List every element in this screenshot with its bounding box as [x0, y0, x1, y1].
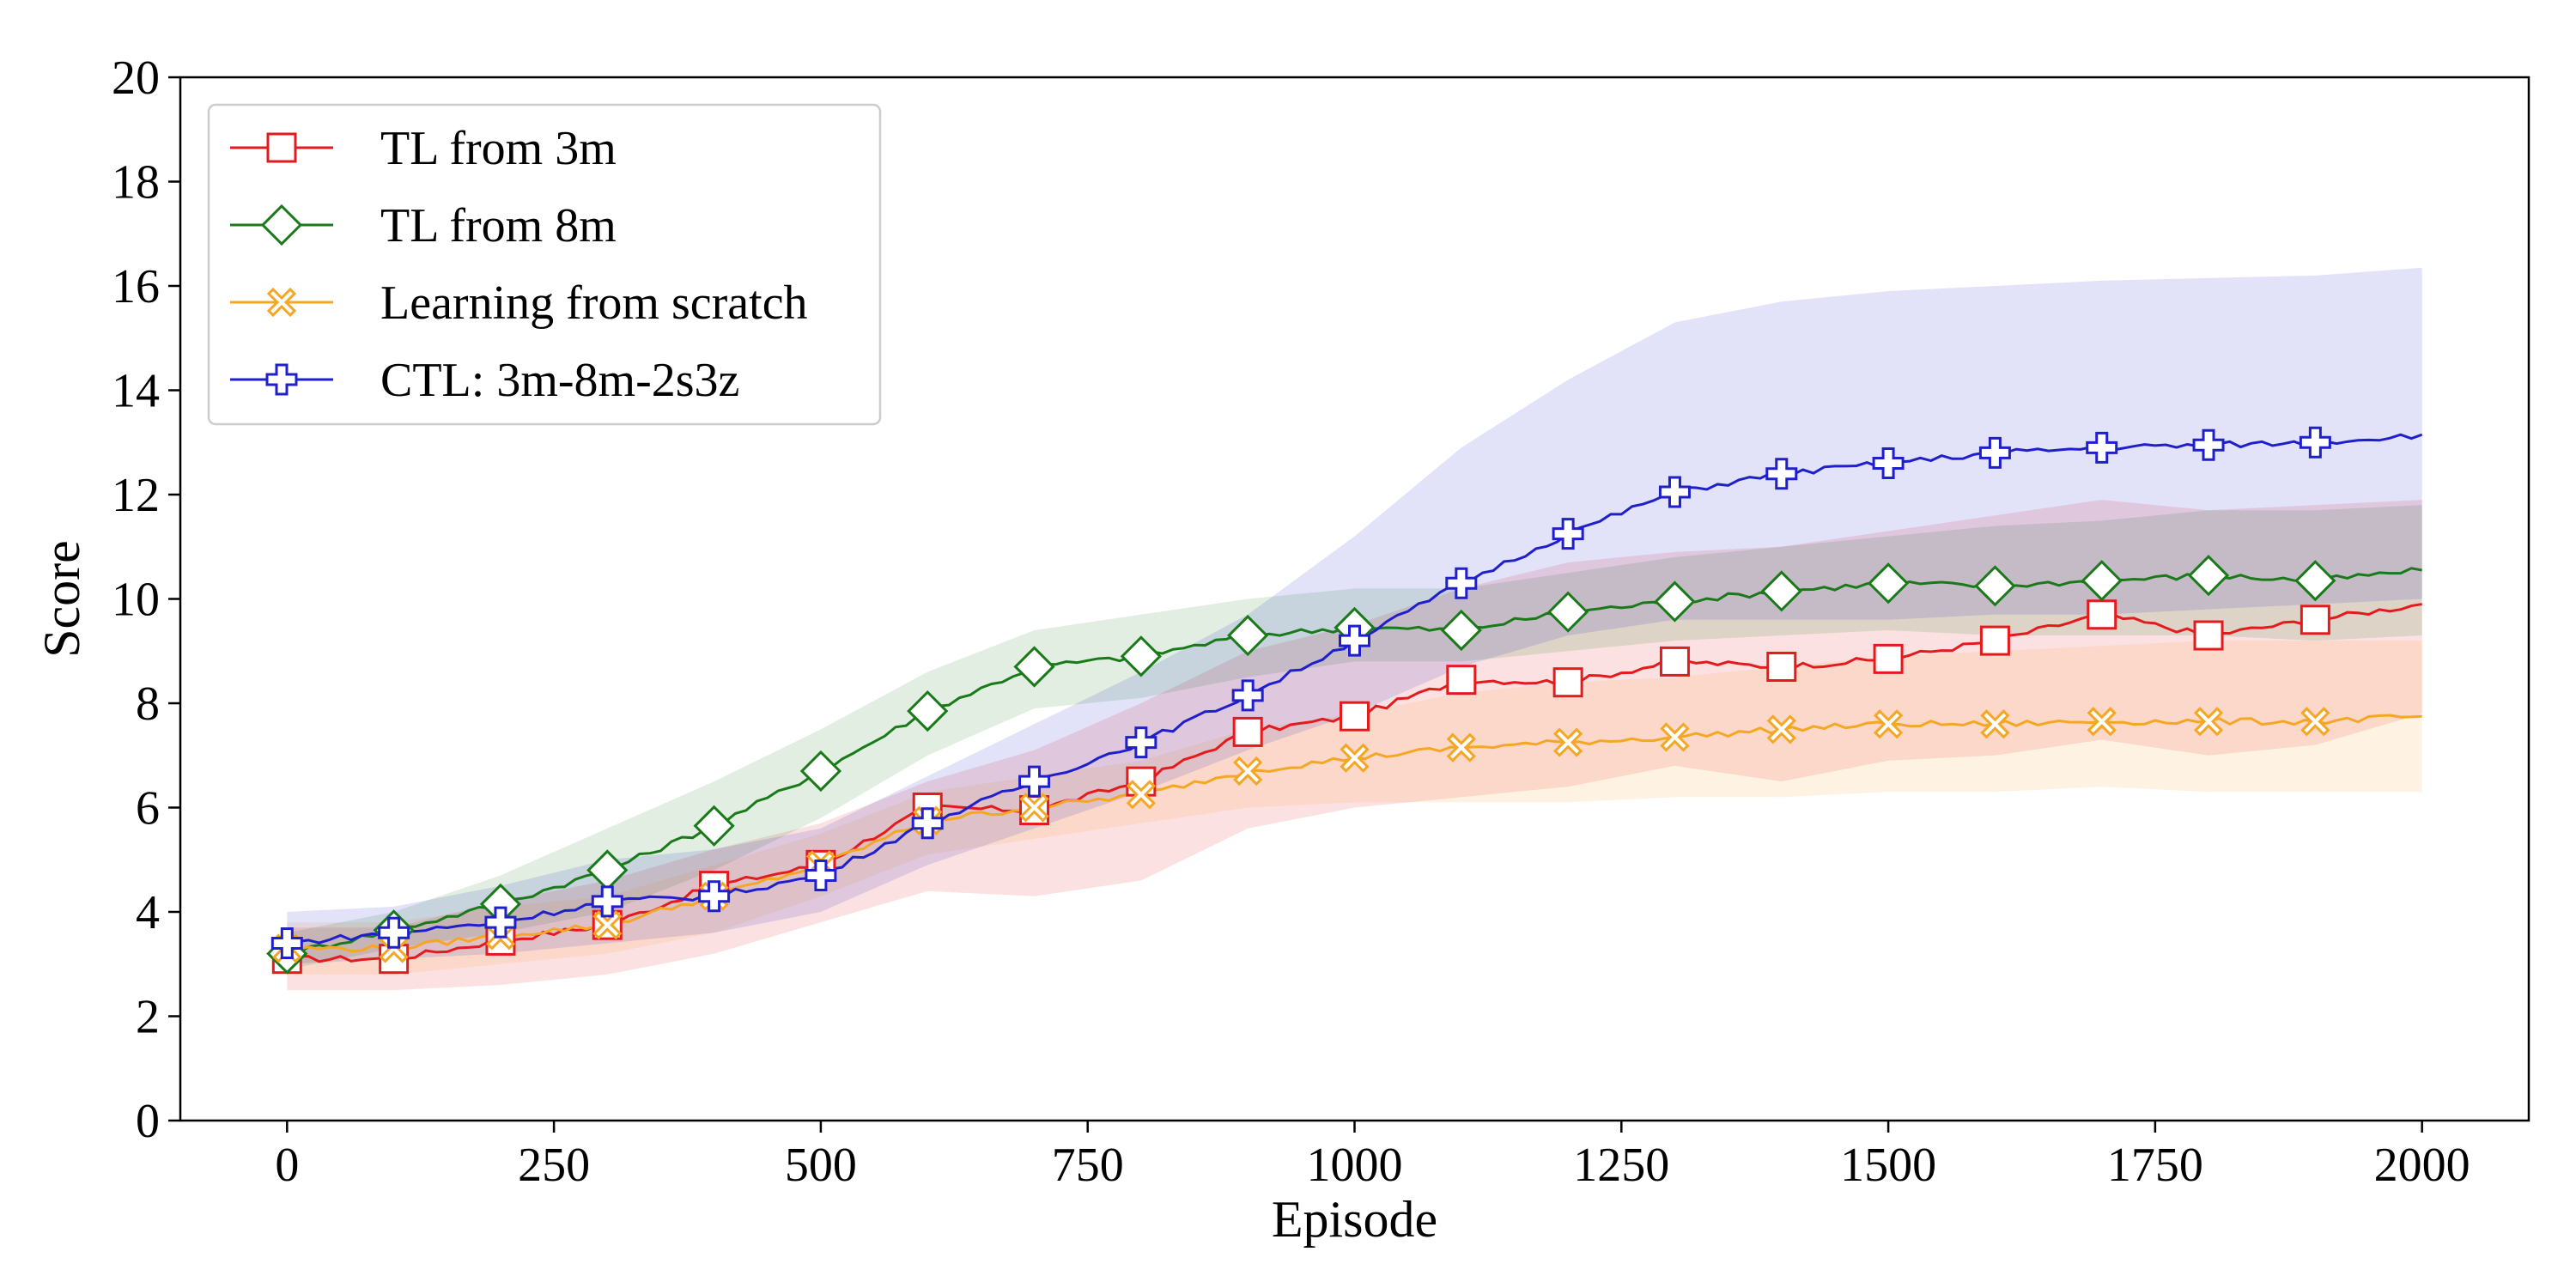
y-tick-label: 2 — [136, 991, 160, 1044]
plus-marker — [1658, 476, 1691, 508]
plus-marker — [911, 807, 944, 840]
square-marker — [1873, 643, 1904, 674]
x-marker — [1126, 780, 1156, 810]
plus-marker — [2299, 426, 2331, 459]
y-tick-label: 18 — [112, 156, 160, 210]
x-marker — [1553, 727, 1583, 757]
plus-marker — [1552, 518, 1584, 550]
y-tick-label: 12 — [112, 469, 160, 522]
y-axis-ticks: 0 2 4 6 8 10 12 14 16 18 20 — [112, 52, 180, 1148]
y-tick-label: 20 — [112, 52, 160, 105]
x-marker — [1446, 732, 1476, 762]
x-marker — [1340, 743, 1370, 773]
x-marker — [2087, 707, 2117, 737]
y-tick-label: 4 — [136, 886, 160, 939]
y-tick-label: 0 — [136, 1095, 160, 1148]
diamond-marker — [1013, 646, 1055, 688]
confidence-band — [287, 505, 2422, 969]
square-marker — [266, 132, 297, 163]
square-marker — [1659, 646, 1690, 677]
diamond-marker — [1547, 591, 1589, 633]
diamond-marker — [799, 750, 842, 793]
x-tick-label: 0 — [275, 1139, 299, 1192]
square-marker — [1340, 701, 1370, 732]
y-tick-label: 16 — [112, 260, 160, 313]
diamond-marker — [907, 690, 949, 732]
legend-label: Learning from scratch — [380, 276, 808, 330]
x-tick-label: 750 — [1052, 1139, 1124, 1192]
square-marker — [1766, 651, 1797, 682]
plus-marker — [1339, 624, 1370, 657]
diamond-marker — [1867, 562, 1910, 605]
legend-label: TL from 3m — [380, 122, 617, 175]
plus-marker — [1445, 567, 1478, 599]
x-marker — [2193, 707, 2224, 737]
x-marker — [1019, 793, 1049, 823]
plus-marker — [2086, 431, 2118, 464]
x-marker — [266, 287, 297, 318]
plus-marker — [265, 363, 298, 396]
series-markers — [266, 426, 2336, 975]
legend: TL from 3m TL from 8m Learning from scratc… — [207, 103, 882, 426]
legend-box — [207, 103, 882, 426]
legend-label: TL from 8m — [380, 199, 617, 252]
diamond-marker — [2081, 560, 2123, 602]
y-tick-label: 6 — [136, 782, 160, 835]
x-marker — [1766, 714, 1796, 744]
diamond-marker — [693, 805, 735, 847]
x-marker — [1233, 756, 1263, 787]
plus-marker — [591, 885, 623, 918]
plus-marker — [484, 906, 517, 939]
diamond-marker — [1227, 614, 1269, 657]
x-axis-ticks: 0 250 500 750 1000 1250 1500 1750 2000 — [275, 1121, 2470, 1192]
plus-marker — [1231, 679, 1264, 712]
square-marker — [2300, 605, 2330, 635]
x-tick-label: 250 — [518, 1139, 590, 1192]
x-tick-label: 2000 — [2374, 1139, 2470, 1192]
diamond-marker — [1654, 580, 1696, 623]
diamond-marker — [2294, 560, 2336, 602]
plus-marker — [698, 880, 731, 913]
plus-marker — [378, 916, 410, 949]
y-tick-label: 14 — [112, 365, 160, 418]
square-marker — [1979, 625, 2010, 656]
x-axis-label: Episode — [1272, 1191, 1437, 1248]
plus-marker — [1872, 447, 1905, 480]
x-tick-label: 1750 — [2107, 1139, 2203, 1192]
square-marker — [1446, 665, 1477, 696]
x-marker — [1873, 709, 1904, 739]
plus-marker — [1125, 726, 1157, 759]
plus-marker — [270, 927, 303, 959]
x-tick-label: 1000 — [1307, 1139, 1403, 1192]
legend-label: CTL: 3m-8m-2s3z — [380, 354, 739, 407]
square-marker — [1232, 716, 1263, 747]
square-marker — [2193, 620, 2224, 651]
diamond-marker — [1974, 565, 2016, 607]
diamond-marker — [1120, 635, 1162, 677]
diamond-marker — [260, 204, 303, 246]
x-tick-label: 1500 — [1840, 1139, 1936, 1192]
x-marker — [1980, 709, 2010, 739]
diamond-marker — [1760, 570, 1802, 612]
square-marker — [1552, 667, 1583, 698]
x-tick-label: 1250 — [1573, 1139, 1669, 1192]
plus-marker — [1018, 765, 1051, 798]
plus-marker — [805, 859, 837, 891]
x-tick-label: 500 — [785, 1139, 857, 1192]
x-marker — [2300, 707, 2330, 737]
square-marker — [2087, 599, 2117, 630]
y-tick-label: 10 — [112, 574, 160, 627]
plus-marker — [1978, 436, 2011, 469]
diamond-marker — [1440, 609, 1482, 652]
x-marker — [592, 910, 623, 940]
plus-marker — [1765, 458, 1798, 490]
x-marker — [1660, 722, 1690, 752]
plus-marker — [2192, 428, 2225, 461]
y-axis-label: Score — [33, 540, 90, 658]
y-tick-label: 8 — [136, 677, 160, 731]
diamond-marker — [2187, 555, 2230, 597]
